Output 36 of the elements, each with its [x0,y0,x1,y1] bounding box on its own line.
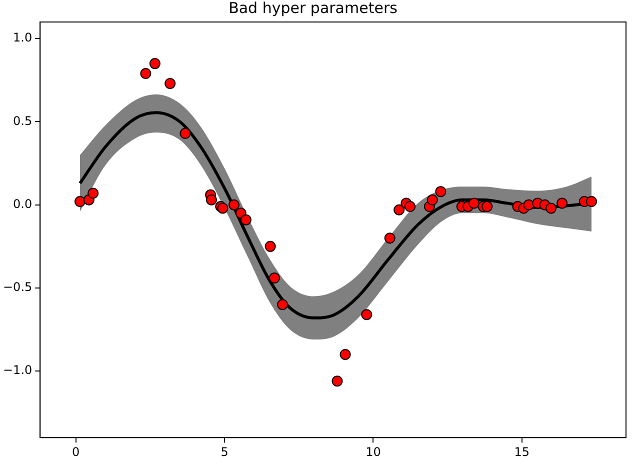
point [228,199,240,210]
point [74,196,86,208]
point [384,232,396,244]
point [482,201,493,212]
point [240,214,252,226]
point [435,186,446,198]
x-tick-label: 5 [220,444,228,459]
point [394,204,405,216]
point [340,348,351,360]
y-tick-label: 0.5 [13,114,32,128]
x-tick-label: 10 [366,444,381,459]
point [149,58,160,70]
point [88,188,99,199]
y-tick-label: −1.0 [3,363,32,378]
point [468,198,480,209]
point [523,199,534,210]
point [164,78,176,90]
point [264,240,276,252]
point [361,309,372,320]
x-tick-label: 15 [514,444,530,459]
point [404,201,416,212]
y-tick-label: 1.0 [13,30,32,45]
point [206,194,217,206]
point [556,198,568,209]
point [546,202,557,214]
point [140,68,152,80]
y-tick-label: −0.5 [3,280,32,294]
y-tick-label: 0.0 [13,196,32,211]
chart-title: Bad hyper parameters [228,0,398,17]
point [426,194,438,206]
point [277,299,288,310]
point [268,272,280,284]
point [332,376,343,387]
point [586,196,598,208]
x-tick-label: 0 [72,444,80,459]
point [180,128,191,139]
